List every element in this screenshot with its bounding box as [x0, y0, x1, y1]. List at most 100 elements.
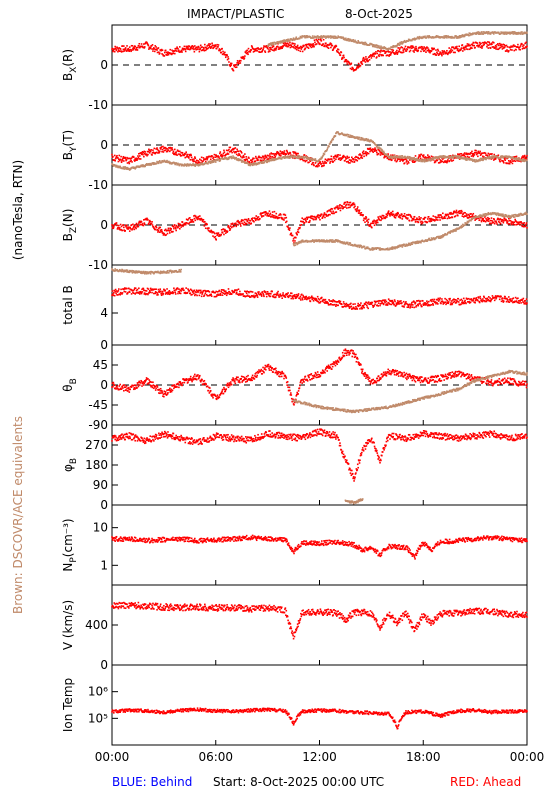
data-point-bx	[417, 36, 420, 39]
data-point-bz	[132, 226, 135, 229]
data-point-by	[373, 150, 376, 152]
data-point-bx	[295, 36, 298, 39]
data-point-bx	[491, 46, 494, 48]
data-point-bx	[519, 48, 521, 51]
data-point-bz	[403, 215, 405, 218]
data-point-bx	[444, 35, 447, 37]
data-point-bx	[267, 45, 269, 47]
data-point-bt	[174, 291, 177, 294]
data-point-by	[238, 152, 240, 155]
data-point-by	[497, 154, 500, 157]
data-point-bx	[500, 46, 503, 48]
data-point-bt	[208, 294, 210, 297]
data-point-bz	[415, 220, 417, 223]
data-point-bz	[495, 220, 497, 223]
data-point-bz	[474, 219, 476, 221]
data-point-bz	[331, 208, 334, 210]
data-point-bz	[228, 226, 230, 228]
data-point-bz	[230, 223, 233, 225]
data-point-by	[169, 161, 172, 164]
data-point-by	[437, 162, 440, 164]
data-point-by	[191, 164, 194, 167]
data-point-by	[201, 163, 203, 166]
data-point-bx	[477, 31, 480, 33]
data-point-by	[419, 155, 421, 158]
data-point-bz	[305, 239, 308, 242]
data-point-by	[168, 160, 170, 163]
data-point-by	[374, 148, 377, 151]
data-point-bz	[334, 211, 337, 214]
data-point-by	[202, 157, 205, 159]
data-point-bt	[158, 291, 160, 293]
data-point-bz	[467, 216, 470, 219]
data-point-bz	[464, 212, 466, 214]
data-point-bz	[388, 213, 391, 216]
data-point-by	[213, 161, 215, 163]
data-point-by	[375, 149, 378, 152]
data-point-by	[299, 157, 301, 159]
data-point-bx	[364, 61, 367, 63]
data-point-bx	[333, 45, 336, 48]
data-point-bx	[368, 56, 370, 58]
data-point-by	[189, 164, 191, 166]
data-point-bx	[146, 42, 148, 44]
data-point-by	[297, 152, 299, 155]
data-point-by	[356, 136, 359, 138]
data-point-bx	[380, 47, 383, 50]
data-point-bz	[498, 218, 501, 221]
data-point-by	[238, 159, 240, 162]
data-point-bz	[438, 235, 440, 238]
data-point-by	[124, 168, 127, 170]
data-point-by	[364, 138, 366, 140]
data-point-bx	[192, 47, 194, 49]
data-point-by	[447, 155, 450, 157]
data-point-by	[409, 156, 412, 159]
data-point-by	[524, 156, 527, 159]
data-point-bz	[526, 226, 528, 229]
data-point-bx	[225, 54, 228, 57]
data-point-by	[138, 155, 141, 157]
data-point-by	[131, 161, 133, 163]
data-point-bz	[462, 216, 465, 218]
data-point-bx	[163, 55, 166, 57]
data-point-bz	[168, 232, 171, 234]
data-point-by	[151, 152, 154, 154]
data-point-by	[136, 158, 139, 160]
data-point-by	[200, 162, 203, 165]
data-point-bz	[189, 221, 192, 223]
data-point-by	[439, 156, 441, 159]
data-point-by	[138, 152, 140, 155]
data-point-bx	[301, 50, 304, 53]
data-point-bt	[139, 291, 142, 294]
data-point-by	[196, 162, 199, 165]
data-point-by	[302, 159, 305, 162]
data-point-bz	[399, 217, 402, 219]
data-point-by	[128, 167, 130, 170]
data-point-bz	[273, 216, 275, 219]
data-point-by	[161, 150, 163, 153]
data-point-bx	[222, 50, 224, 53]
data-point-bz	[463, 211, 466, 214]
data-point-by	[390, 154, 392, 157]
data-point-by	[133, 166, 135, 169]
data-point-bz	[246, 220, 249, 223]
data-point-bx	[357, 66, 359, 69]
data-point-bx	[224, 56, 227, 59]
data-point-by	[309, 158, 312, 161]
data-point-bt	[159, 290, 162, 293]
data-point-bz	[304, 217, 307, 220]
data-point-bx	[410, 47, 413, 49]
data-point-bz	[417, 218, 420, 221]
data-point-bx	[305, 36, 307, 39]
data-point-by	[429, 159, 431, 162]
data-point-by	[449, 157, 451, 159]
data-point-by	[236, 159, 239, 161]
data-point-bz	[281, 217, 284, 219]
data-point-by	[414, 155, 417, 157]
data-point-bz	[193, 217, 196, 220]
data-point-bz	[265, 212, 268, 215]
data-point-bx	[132, 47, 134, 50]
data-point-bx	[455, 35, 457, 37]
data-point-bx	[239, 59, 242, 62]
data-point-by	[329, 143, 331, 145]
